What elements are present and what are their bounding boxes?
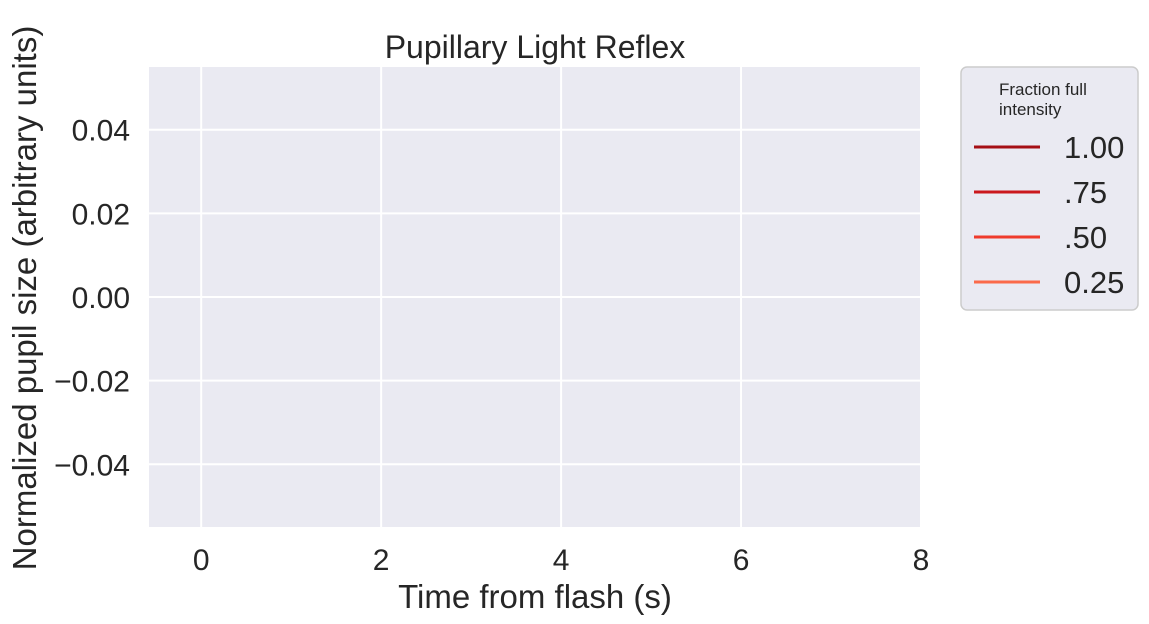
y-tick-labels: 0.04 0.02 0.00 −0.02 −0.04: [54, 115, 130, 483]
y-tick-label: 0.02: [72, 198, 130, 231]
legend-title-line-2: intensity: [999, 100, 1062, 119]
plot-area: [149, 67, 922, 527]
legend-label: .50: [1064, 220, 1107, 255]
x-tick-label: 8: [913, 544, 930, 577]
legend-title-line-1: Fraction full: [999, 80, 1087, 99]
y-tick-label: 0.00: [72, 282, 130, 315]
x-tick-label: 0: [193, 544, 210, 577]
legend-entries: 1.00 .75 .50 0.25: [974, 130, 1124, 300]
x-tick-label: 2: [373, 544, 390, 577]
x-tick-label: 4: [553, 544, 570, 577]
y-tick-label: 0.04: [72, 115, 130, 148]
x-tick-label: 6: [733, 544, 750, 577]
y-tick-label: −0.04: [54, 449, 130, 482]
y-tick-label: −0.02: [54, 366, 130, 399]
legend-label: 0.25: [1064, 265, 1124, 300]
y-axis-label: Normalized pupil size (arbitrary units): [6, 26, 43, 571]
grid: [149, 67, 922, 527]
x-tick-labels: 0 2 4 6 8: [193, 544, 930, 577]
chart-title: Pupillary Light Reflex: [385, 29, 686, 65]
legend-label: 1.00: [1064, 130, 1124, 165]
legend-box: [960, 66, 1139, 311]
x-axis-label: Time from flash (s): [398, 578, 672, 615]
legend: Fraction full intensity 1.00 .75 .50 0.25: [960, 66, 1139, 311]
legend-label: .75: [1064, 175, 1107, 210]
